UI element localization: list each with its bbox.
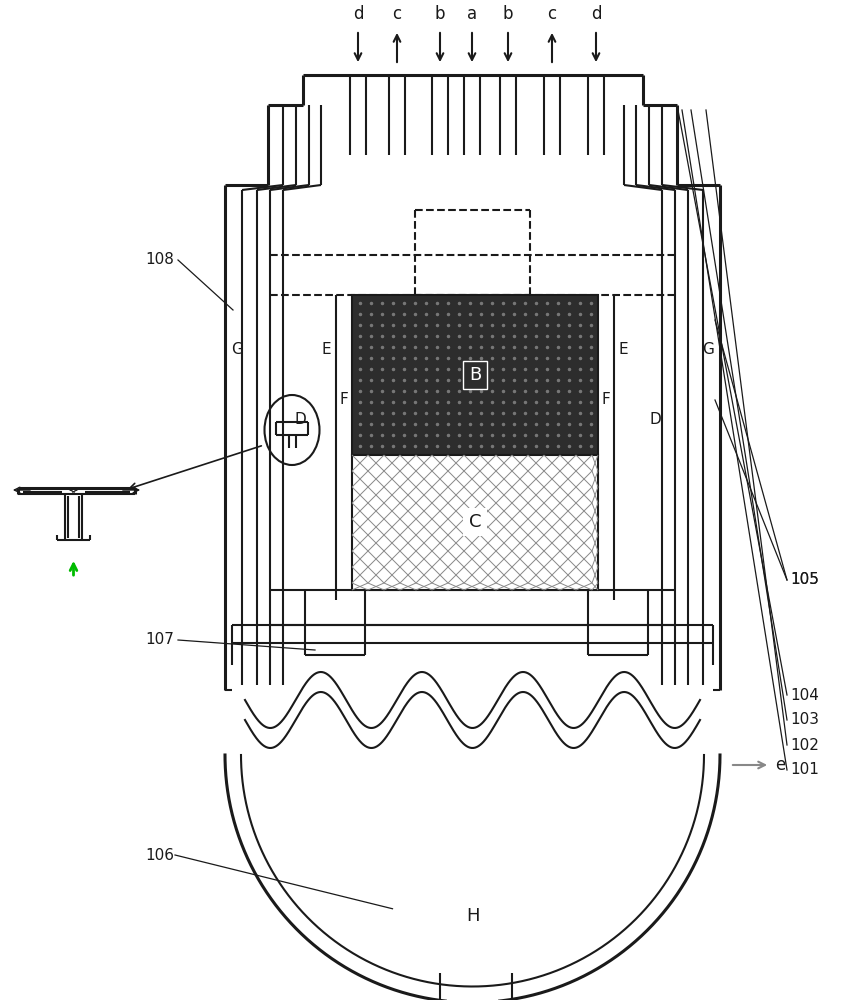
Text: 101: 101 [790, 762, 819, 778]
Text: 105: 105 [790, 572, 819, 587]
Text: B: B [469, 366, 482, 384]
Text: 103: 103 [790, 712, 819, 728]
Text: a: a [467, 5, 477, 23]
Text: D: D [294, 412, 306, 428]
Text: 106: 106 [145, 848, 174, 862]
Text: E: E [321, 342, 331, 358]
Text: d: d [353, 5, 363, 23]
Bar [352, 455, 598, 590]
Text: 107: 107 [145, 633, 173, 648]
Text: F: F [602, 392, 610, 408]
Text: D: D [649, 412, 661, 428]
Text: c: c [393, 5, 401, 23]
Text: 108: 108 [145, 252, 173, 267]
Text: F: F [340, 392, 349, 408]
Text: H: H [466, 907, 479, 925]
Text: C: C [469, 513, 482, 531]
Text: 102: 102 [790, 738, 819, 752]
Text: E: E [618, 342, 627, 358]
Text: 105: 105 [790, 572, 819, 587]
Text: e: e [775, 756, 785, 774]
Text: G: G [702, 342, 714, 358]
Text: d: d [591, 5, 602, 23]
Text: 104: 104 [790, 688, 819, 702]
Text: A: A [466, 305, 478, 323]
Bar [352, 295, 598, 455]
Text: G: G [231, 342, 243, 358]
Text: c: c [547, 5, 557, 23]
Text: b: b [435, 5, 445, 23]
Text: b: b [503, 5, 513, 23]
